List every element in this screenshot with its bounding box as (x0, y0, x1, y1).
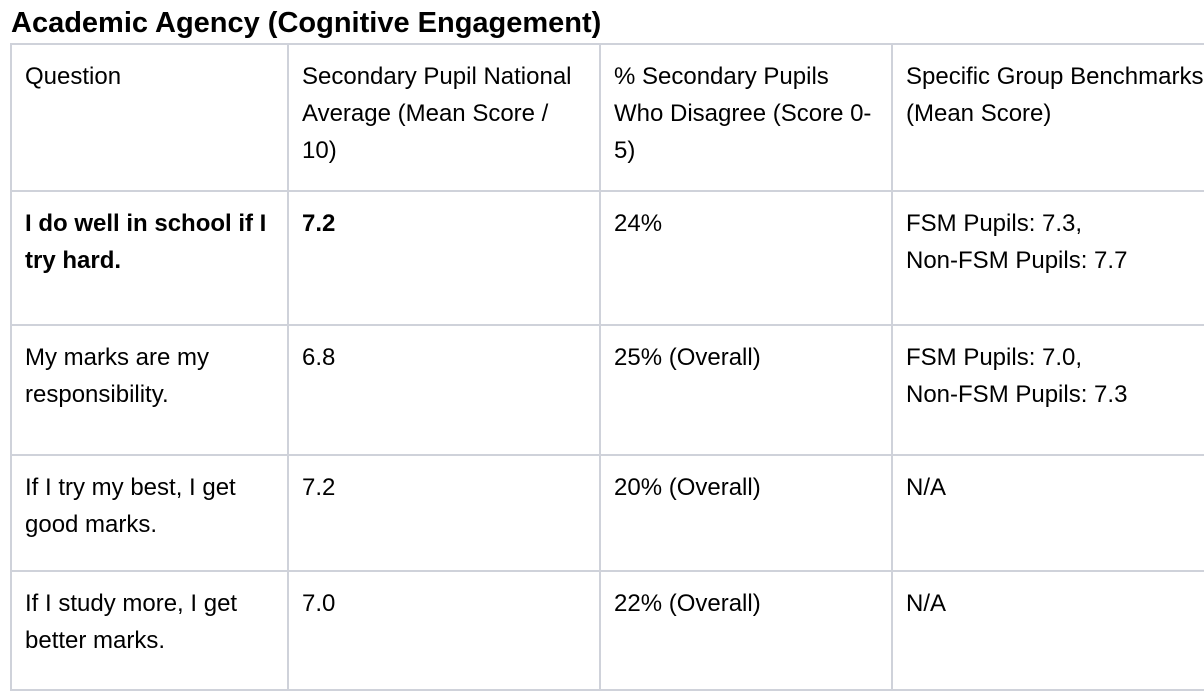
average-cell: 7.2 (287, 454, 601, 572)
average-cell: 7.0 (287, 570, 601, 691)
header-question: Question (10, 43, 289, 192)
table-row: I do well in school if I try hard. 7.2 2… (10, 190, 1204, 326)
disagree-cell: 20% (Overall) (599, 454, 893, 572)
table-header-row: Question Secondary Pupil National Averag… (10, 43, 1204, 192)
page-title: Academic Agency (Cognitive Engagement) (11, 7, 602, 39)
header-national-average: Secondary Pupil National Average (Mean S… (287, 43, 601, 192)
benchmarks-cell: FSM Pupils: 7.0, Non-FSM Pupils: 7.3 (891, 324, 1204, 456)
question-cell: I do well in school if I try hard. (10, 190, 289, 326)
benchmarks-cell: N/A (891, 454, 1204, 572)
table-row: If I study more, I get better marks. 7.0… (10, 570, 1204, 691)
data-table: Question Secondary Pupil National Averag… (10, 43, 1204, 691)
question-cell: If I study more, I get better marks. (10, 570, 289, 691)
benchmark-line: N/A (906, 474, 947, 501)
header-percent-disagree: % Secondary Pupils Who Disagree (Score 0… (599, 43, 893, 192)
benchmark-line: FSM Pupils: 7.3, (906, 210, 1083, 237)
question-cell: My marks are my responsibility. (10, 324, 289, 456)
question-cell: If I try my best, I get good marks. (10, 454, 289, 572)
benchmark-line: Non-FSM Pupils: 7.7 (906, 247, 1128, 274)
header-group-benchmarks: Specific Group Benchmarks (Mean Score) (891, 43, 1204, 192)
table-row: My marks are my responsibility. 6.8 25% … (10, 324, 1204, 456)
disagree-cell: 22% (Overall) (599, 570, 893, 691)
average-cell: 7.2 (287, 190, 601, 326)
benchmark-line: Non-FSM Pupils: 7.3 (906, 381, 1128, 408)
benchmarks-cell: N/A (891, 570, 1204, 691)
benchmarks-cell: FSM Pupils: 7.3, Non-FSM Pupils: 7.7 (891, 190, 1204, 326)
table-row: If I try my best, I get good marks. 7.2 … (10, 454, 1204, 572)
benchmark-line: N/A (906, 590, 947, 617)
disagree-cell: 25% (Overall) (599, 324, 893, 456)
average-cell: 6.8 (287, 324, 601, 456)
disagree-cell: 24% (599, 190, 893, 326)
benchmark-line: FSM Pupils: 7.0, (906, 344, 1083, 371)
